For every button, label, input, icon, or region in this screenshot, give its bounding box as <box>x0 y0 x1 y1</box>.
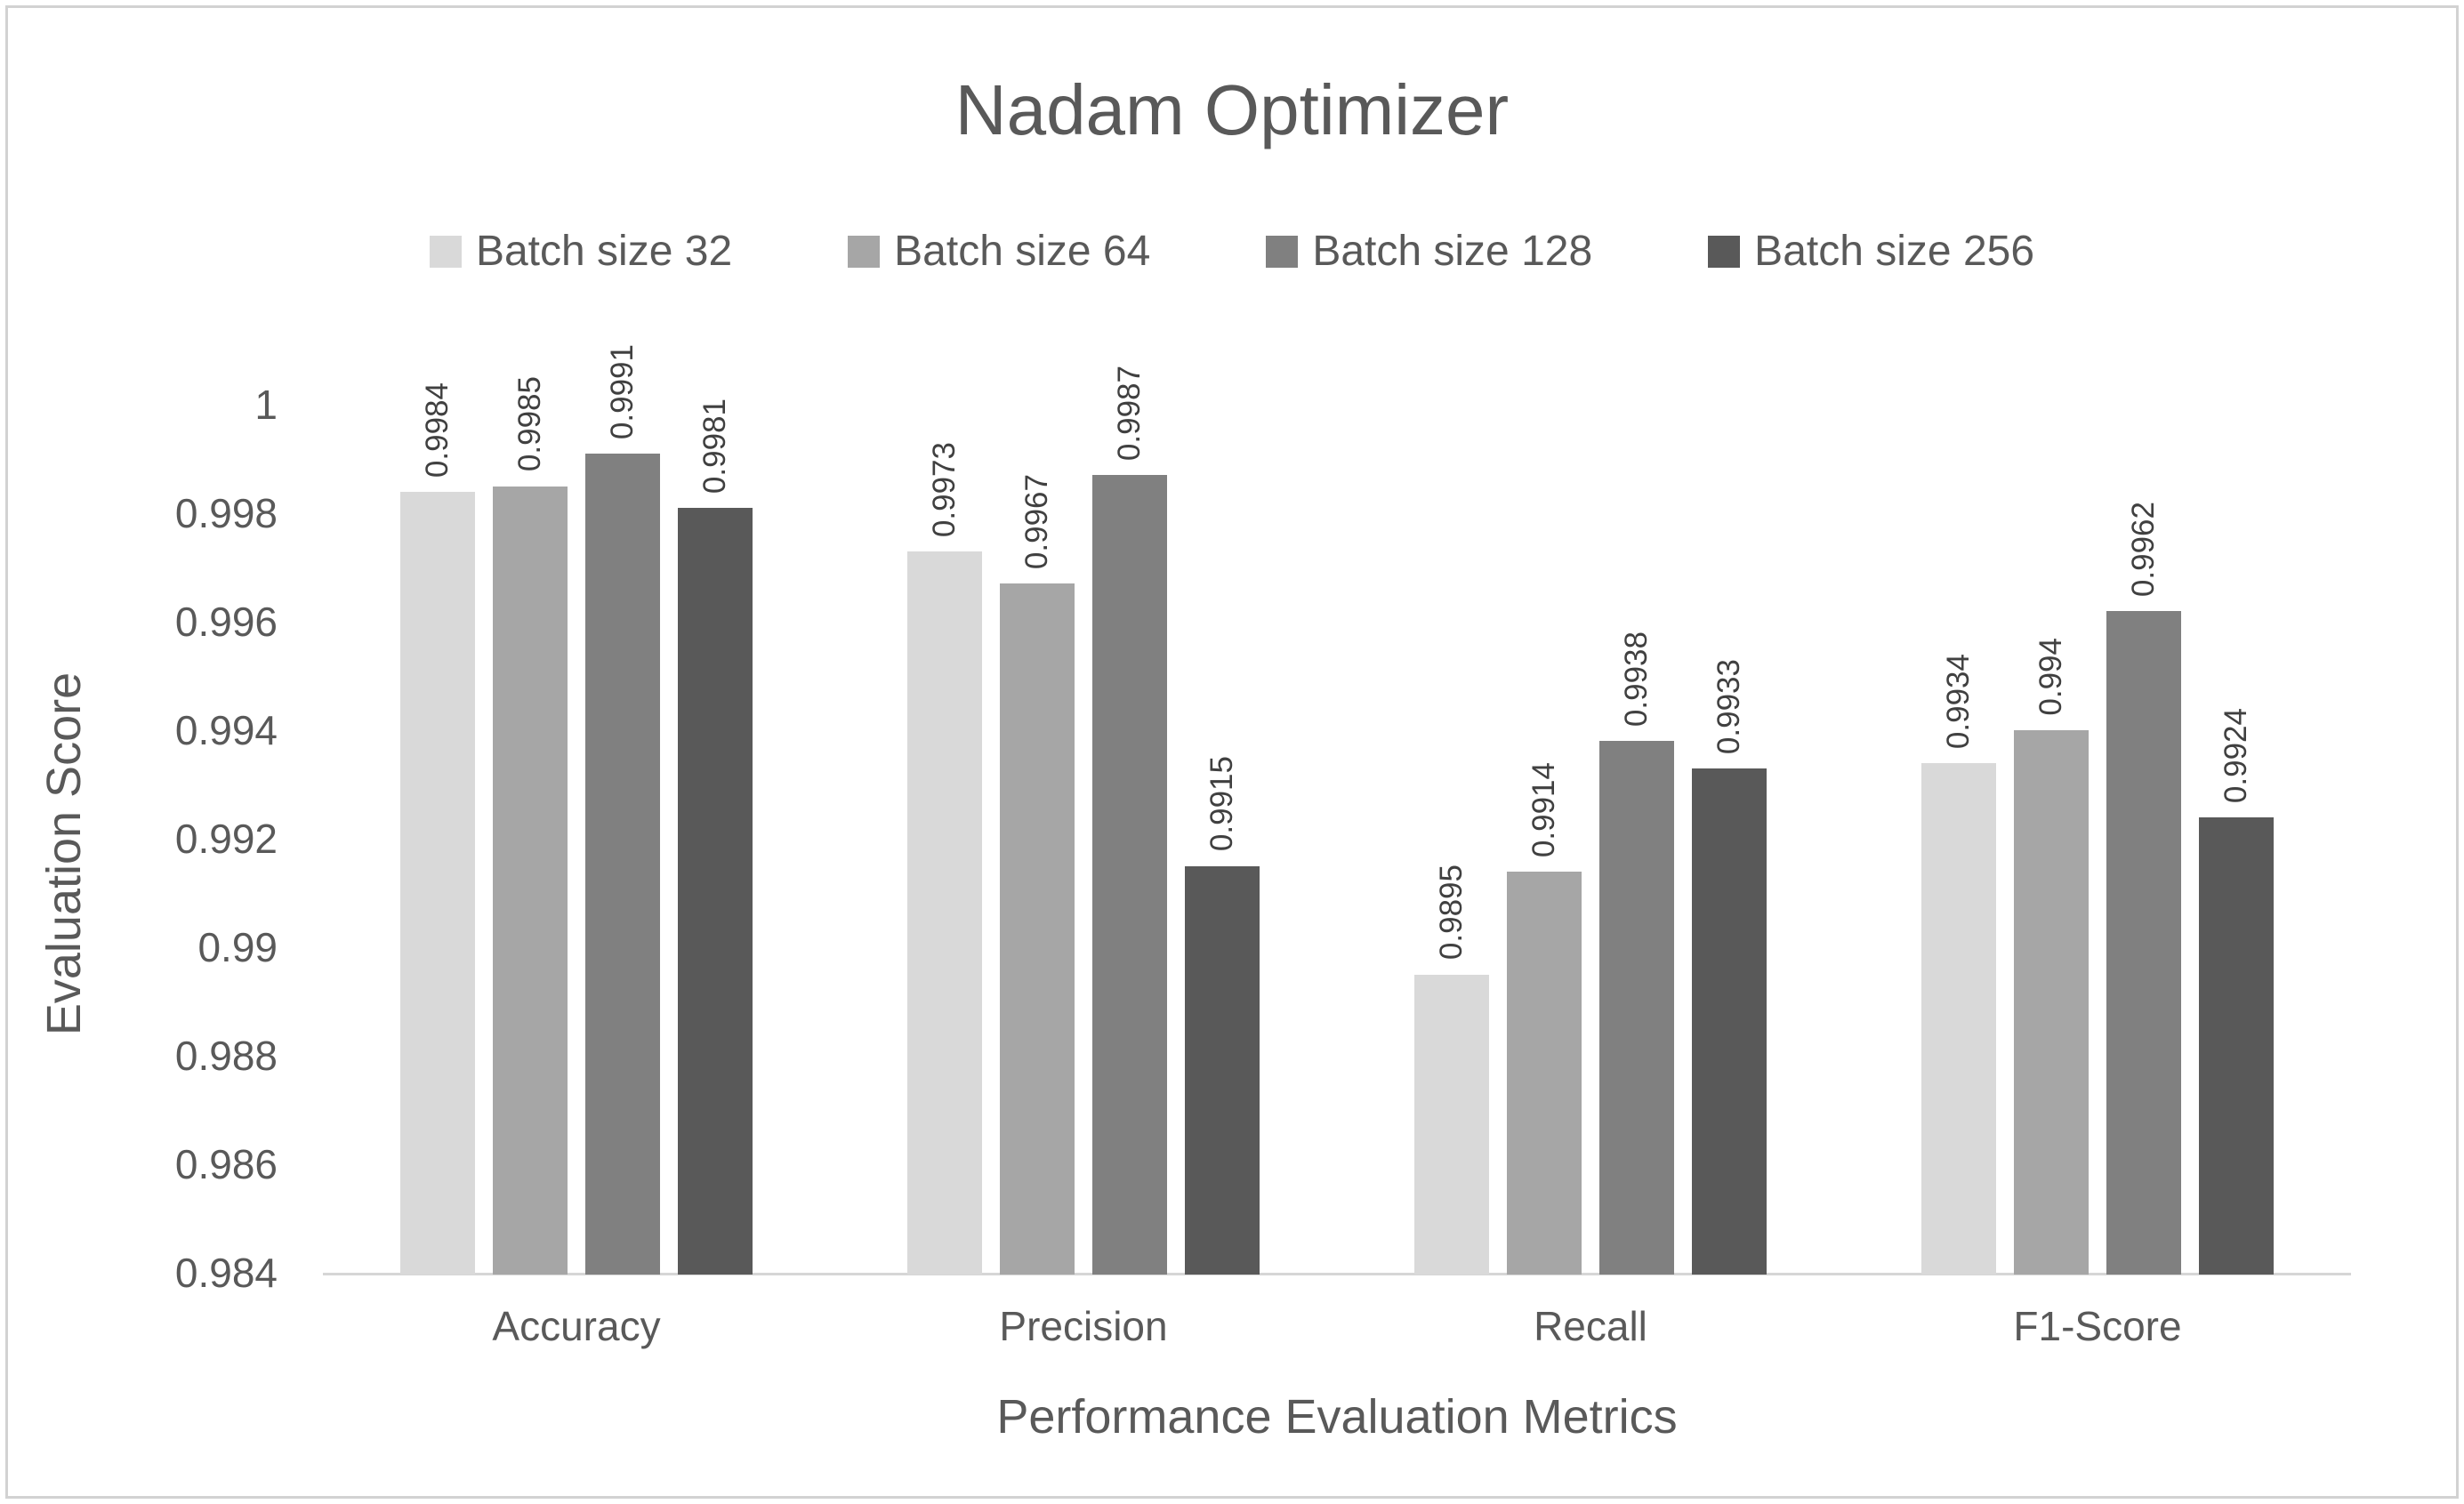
bar-batch-size-256-accuracy: 0.9981 <box>678 398 753 1275</box>
bar-data-label: 0.9984 <box>420 382 455 478</box>
legend-item-1: Batch size 32 <box>429 227 733 276</box>
bar-batch-size-64-f1-score: 0.994 <box>2014 638 2089 1275</box>
chart-title: Nadam Optimizer <box>954 70 1510 149</box>
bar-data-label: 0.9933 <box>1711 658 1746 754</box>
x-axis-title: Performance Evaluation Metrics <box>996 1390 1678 1444</box>
legend-label: Batch size 256 <box>1754 228 2035 275</box>
legend-label: Batch size 128 <box>1312 228 1593 275</box>
bar-batch-size-32-recall: 0.9895 <box>1414 865 1489 1275</box>
bar-data-label: 0.9973 <box>927 441 962 537</box>
legend-item-3: Batch size 128 <box>1266 227 1592 276</box>
bar-data-label: 0.9991 <box>605 343 640 439</box>
x-axis-tick-label: F1-Score <box>2013 1303 2182 1349</box>
bar-data-label: 0.9914 <box>1526 761 1561 857</box>
bar-data-label: 0.9895 <box>1434 865 1469 961</box>
bar-data-label: 0.9924 <box>2218 707 2253 803</box>
bar-batch-size-64-precision: 0.9967 <box>1000 474 1075 1275</box>
bar-batch-size-256-f1-score: 0.9924 <box>2199 708 2274 1275</box>
legend-swatch-icon <box>1266 235 1299 268</box>
bar-batch-size-256-precision: 0.9915 <box>1185 756 1260 1275</box>
y-axis-tick-label: 0.99 <box>197 924 278 970</box>
x-axis-tick-label: Accuracy <box>492 1303 661 1349</box>
y-axis-tick-label: 0.996 <box>174 599 278 645</box>
legend-item-4: Batch size 256 <box>1708 227 2034 276</box>
y-axis-tick-label: 0.994 <box>174 707 278 753</box>
y-axis-title: Evaluation Score <box>37 672 91 1036</box>
legend-swatch-icon <box>1708 235 1741 268</box>
bar-data-label: 0.9981 <box>697 398 732 494</box>
legend-label: Batch size 64 <box>894 228 1151 275</box>
legend-swatch-icon <box>429 235 462 268</box>
bar-batch-size-32-accuracy: 0.9984 <box>400 382 475 1275</box>
legend: Batch size 32 Batch size 64 Batch size 128… <box>0 227 2464 276</box>
bar-batch-size-64-accuracy: 0.9985 <box>493 376 568 1275</box>
y-axis-tick-label: 0.992 <box>174 816 278 862</box>
legend-swatch-icon <box>848 235 881 268</box>
x-axis-line <box>323 1273 2351 1275</box>
y-axis-tick-label: 0.988 <box>174 1033 278 1079</box>
y-axis-tick-label: 0.984 <box>174 1250 278 1296</box>
bar-batch-size-256-recall: 0.9933 <box>1692 659 1767 1275</box>
y-axis-tick-label: 0.998 <box>174 490 278 536</box>
bar-batch-size-128-accuracy: 0.9991 <box>585 344 660 1275</box>
bar-data-label: 0.9987 <box>1112 366 1147 462</box>
x-axis-tick-label: Precision <box>999 1303 1168 1349</box>
bar-batch-size-64-recall: 0.9914 <box>1507 762 1582 1275</box>
legend-label: Batch size 32 <box>475 228 733 275</box>
bar-batch-size-32-f1-score: 0.9934 <box>1921 654 1996 1275</box>
bar-data-label: 0.994 <box>2033 638 2068 716</box>
bar-data-label: 0.9967 <box>1019 474 1054 570</box>
bar-batch-size-128-precision: 0.9987 <box>1092 366 1167 1275</box>
bar-data-label: 0.9962 <box>2126 501 2161 597</box>
bar-batch-size-128-f1-score: 0.9962 <box>2106 502 2181 1275</box>
bar-data-label: 0.9934 <box>1941 653 1976 749</box>
bar-batch-size-128-recall: 0.9938 <box>1599 631 1674 1275</box>
bar-data-label: 0.9938 <box>1619 631 1654 728</box>
bar-data-label: 0.9985 <box>512 376 547 472</box>
x-axis-tick-label: Recall <box>1534 1303 1647 1349</box>
bar-data-label: 0.9915 <box>1204 756 1239 852</box>
y-axis-tick-label: 1 <box>254 382 278 428</box>
legend-item-2: Batch size 64 <box>848 227 1150 276</box>
bar-batch-size-32-precision: 0.9973 <box>907 442 982 1275</box>
y-axis-tick-label: 0.986 <box>174 1141 278 1187</box>
